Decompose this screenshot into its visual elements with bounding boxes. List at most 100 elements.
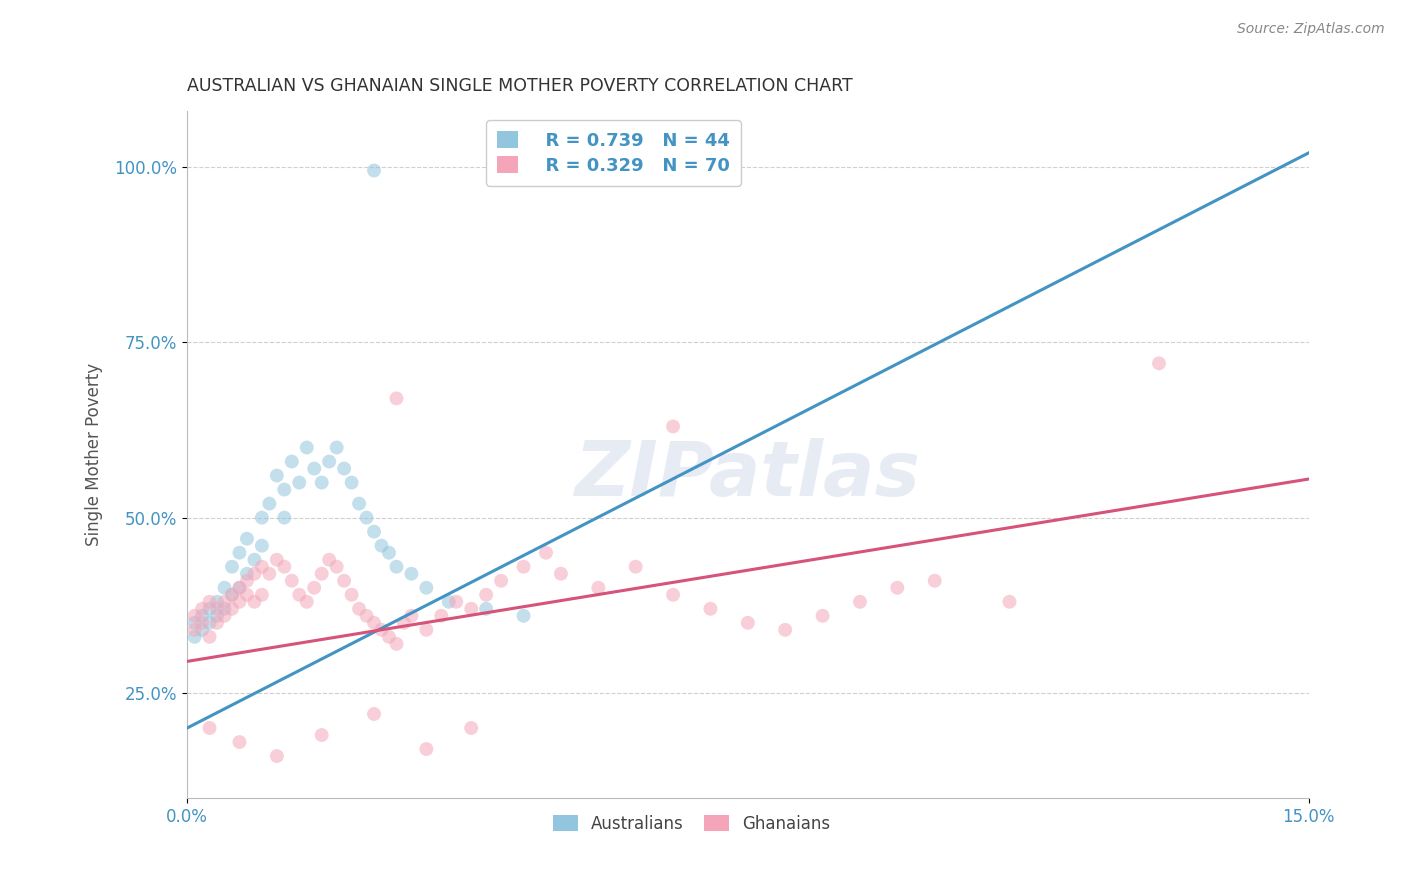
Point <box>198 615 221 630</box>
Point <box>347 602 370 616</box>
Point <box>415 623 437 637</box>
Point <box>288 475 311 490</box>
Point <box>214 595 236 609</box>
Point <box>198 630 221 644</box>
Point <box>183 630 205 644</box>
Point <box>363 615 385 630</box>
Point <box>811 608 834 623</box>
Point <box>460 721 482 735</box>
Point <box>236 532 259 546</box>
Point <box>378 546 401 560</box>
Point <box>385 559 408 574</box>
Point <box>475 588 498 602</box>
Point <box>356 510 378 524</box>
Point <box>183 608 205 623</box>
Point <box>363 524 385 539</box>
Point <box>550 566 572 581</box>
Point <box>236 574 259 588</box>
Point <box>489 574 512 588</box>
Point <box>273 559 295 574</box>
Point <box>378 630 401 644</box>
Point <box>198 721 221 735</box>
Point <box>191 602 214 616</box>
Point <box>302 461 325 475</box>
Point <box>214 608 236 623</box>
Point <box>886 581 908 595</box>
Point <box>183 623 205 637</box>
Point <box>259 566 281 581</box>
Point <box>333 461 356 475</box>
Point <box>281 574 304 588</box>
Point <box>250 539 273 553</box>
Point <box>243 552 266 566</box>
Point <box>221 588 243 602</box>
Point <box>363 163 385 178</box>
Point <box>266 552 288 566</box>
Point <box>266 468 288 483</box>
Point <box>311 566 333 581</box>
Point <box>318 552 340 566</box>
Point <box>205 602 228 616</box>
Point <box>302 581 325 595</box>
Point <box>311 728 333 742</box>
Point <box>998 595 1021 609</box>
Point <box>415 742 437 756</box>
Text: ZIPatlas: ZIPatlas <box>575 438 921 512</box>
Point <box>333 574 356 588</box>
Point <box>512 608 534 623</box>
Point <box>273 483 295 497</box>
Point <box>250 559 273 574</box>
Point <box>198 602 221 616</box>
Point <box>415 581 437 595</box>
Point <box>430 608 453 623</box>
Point <box>205 615 228 630</box>
Point <box>849 595 872 609</box>
Point <box>662 419 685 434</box>
Point <box>325 559 347 574</box>
Point <box>311 475 333 490</box>
Point <box>401 566 423 581</box>
Point <box>699 602 721 616</box>
Point <box>221 602 243 616</box>
Text: Source: ZipAtlas.com: Source: ZipAtlas.com <box>1237 22 1385 37</box>
Point <box>460 602 482 616</box>
Point <box>370 539 392 553</box>
Text: AUSTRALIAN VS GHANAIAN SINGLE MOTHER POVERTY CORRELATION CHART: AUSTRALIAN VS GHANAIAN SINGLE MOTHER POV… <box>187 78 853 95</box>
Point <box>205 595 228 609</box>
Point <box>512 559 534 574</box>
Point <box>250 510 273 524</box>
Point <box>228 581 250 595</box>
Point <box>228 581 250 595</box>
Point <box>228 595 250 609</box>
Point <box>243 595 266 609</box>
Point <box>288 588 311 602</box>
Point <box>295 595 318 609</box>
Point <box>273 510 295 524</box>
Point <box>475 602 498 616</box>
Point <box>588 581 610 595</box>
Point <box>228 546 250 560</box>
Point <box>624 559 647 574</box>
Point <box>214 602 236 616</box>
Point <box>385 637 408 651</box>
Point <box>221 559 243 574</box>
Point <box>385 392 408 406</box>
Point <box>737 615 759 630</box>
Point <box>295 441 318 455</box>
Point <box>236 588 259 602</box>
Point <box>401 608 423 623</box>
Point <box>198 595 221 609</box>
Y-axis label: Single Mother Poverty: Single Mother Poverty <box>86 363 103 546</box>
Point <box>259 497 281 511</box>
Point <box>325 441 347 455</box>
Point <box>214 581 236 595</box>
Point <box>205 608 228 623</box>
Point <box>446 595 468 609</box>
Point <box>221 588 243 602</box>
Point <box>191 608 214 623</box>
Point <box>534 546 557 560</box>
Point <box>236 566 259 581</box>
Point <box>183 615 205 630</box>
Legend: Australians, Ghanaians: Australians, Ghanaians <box>544 806 839 841</box>
Point <box>356 608 378 623</box>
